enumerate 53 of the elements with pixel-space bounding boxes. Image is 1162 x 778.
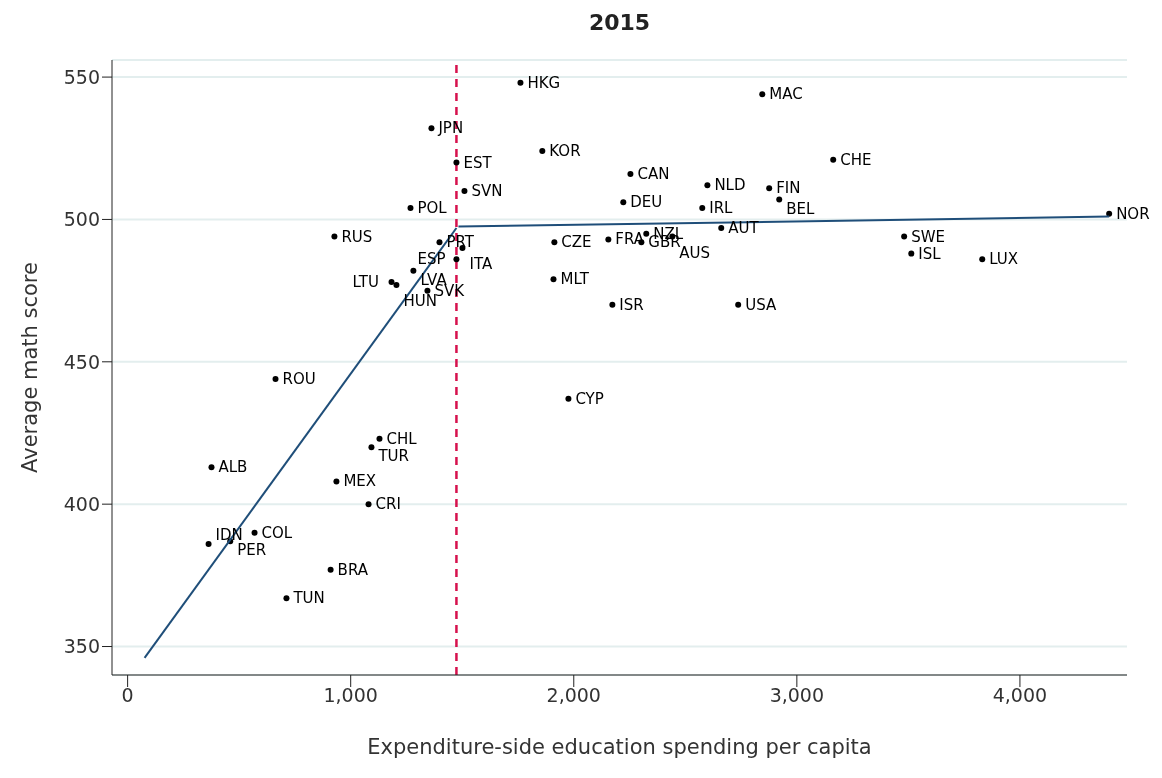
data-label: KOR: [549, 142, 581, 161]
data-label: IRL: [709, 199, 734, 218]
data-label: CZE: [561, 233, 592, 252]
data-label: CAN: [637, 164, 670, 183]
data-label: ITA: [469, 254, 493, 273]
y-tick-label: 450: [63, 350, 100, 373]
data-label: TUR: [377, 447, 410, 466]
data-label: NOR: [1116, 204, 1150, 223]
data-label: SWE: [911, 227, 945, 246]
x-tick-label: 1,000: [323, 684, 378, 707]
data-label: LTU: [352, 273, 379, 292]
data-label: CHE: [840, 150, 872, 169]
data-label: AUT: [728, 218, 760, 237]
data-label: FIN: [776, 179, 801, 198]
data-label: BEL: [786, 199, 815, 218]
data-label: CYP: [575, 389, 604, 408]
data-label: USA: [745, 295, 777, 314]
data-label: ROU: [282, 369, 316, 388]
data-label: LUX: [989, 250, 1019, 269]
data-label: EST: [463, 153, 493, 172]
data-label: ALB: [218, 458, 248, 477]
data-label: ISR: [619, 295, 644, 314]
y-tick-label: 400: [63, 492, 100, 515]
data-label: DEU: [630, 193, 663, 212]
chart-title: 2015: [587, 9, 652, 37]
data-label: MLT: [560, 270, 590, 289]
data-label: AUS: [679, 243, 711, 262]
data-label: COL: [261, 523, 293, 542]
data-label: PRT: [446, 233, 475, 252]
data-label: CRI: [375, 495, 401, 514]
y-tick-label: 350: [63, 635, 100, 658]
data-label: ISL: [918, 244, 942, 263]
y-tick-label: 550: [63, 65, 100, 88]
data-label: NLD: [714, 176, 746, 195]
data-label: TUN: [292, 589, 325, 608]
x-tick-label: 4,000: [992, 684, 1048, 707]
data-label: POL: [417, 199, 448, 218]
data-label: PER: [237, 541, 267, 560]
y-axis-title: Average math score: [18, 262, 42, 473]
x-axis-title: Expenditure-side education spending per capita: [367, 735, 872, 759]
data-label: JPN: [437, 119, 464, 138]
x-tick-label: 2,000: [546, 684, 601, 707]
data-label: SVN: [471, 181, 503, 200]
data-label: MEX: [343, 472, 377, 491]
x-tick-label: 3,000: [769, 684, 825, 707]
data-label: HUN: [403, 291, 437, 310]
data-label: CHL: [386, 429, 418, 448]
data-label: RUS: [341, 227, 373, 246]
x-tick-label: 0: [121, 684, 134, 707]
y-tick-label: 500: [63, 208, 100, 231]
data-label: HKG: [527, 73, 561, 92]
data-label: BRA: [337, 560, 369, 579]
data-label: MAC: [769, 85, 803, 104]
